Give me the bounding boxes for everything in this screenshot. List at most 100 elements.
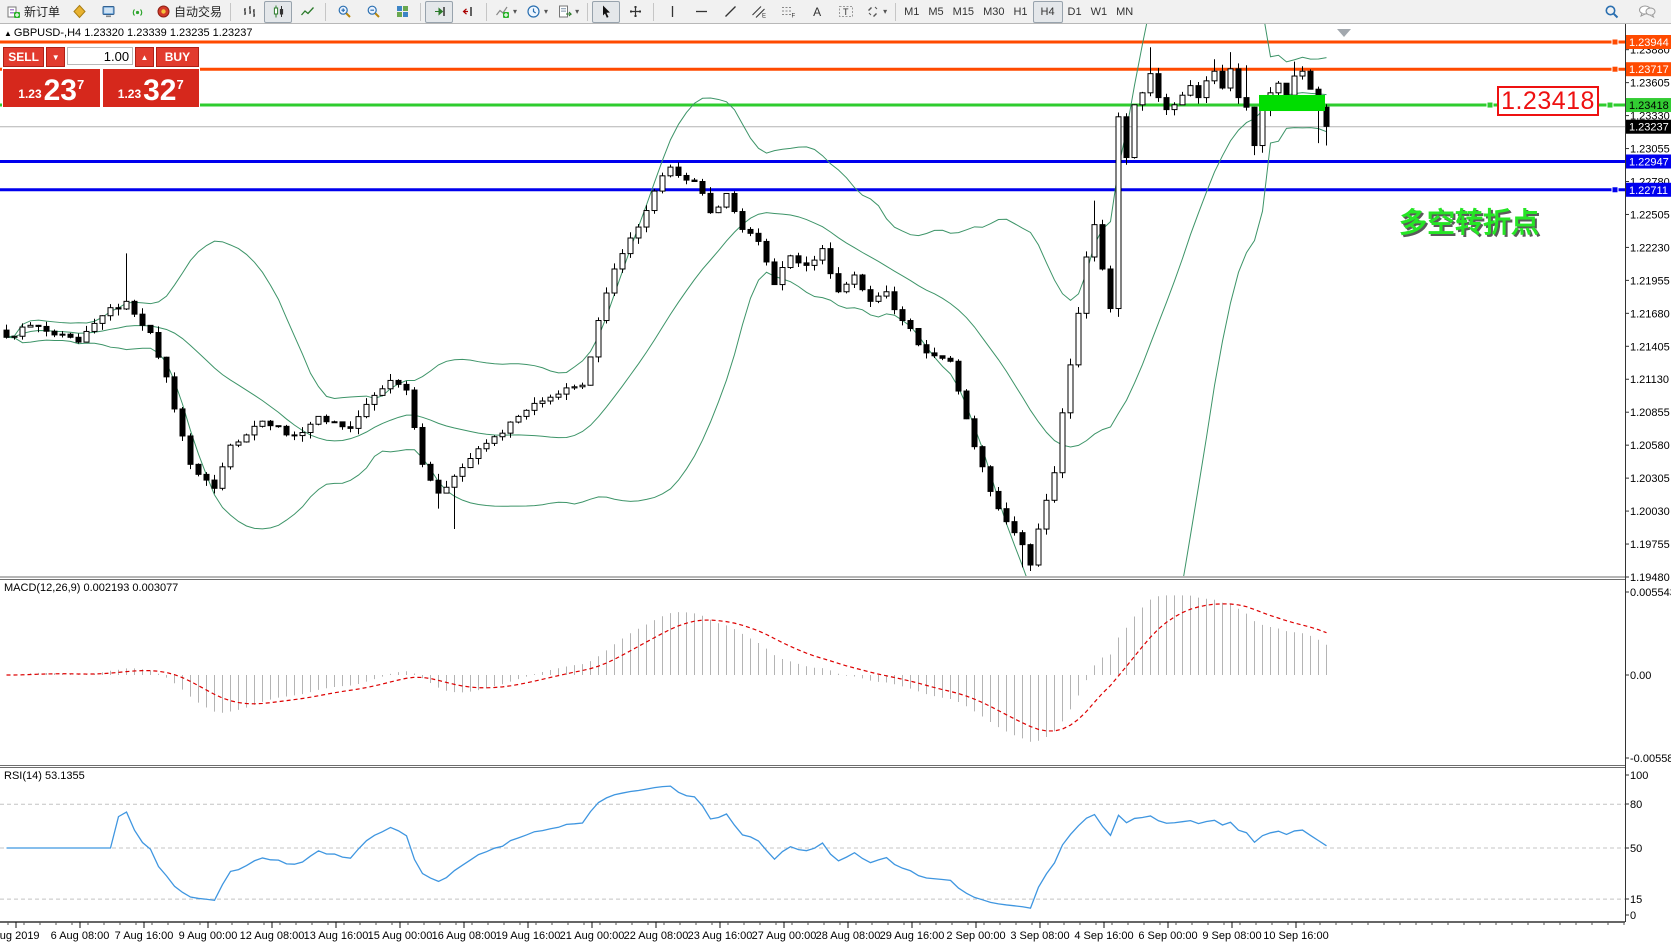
svg-text:1.21955: 1.21955 (1630, 275, 1670, 287)
terminal-icon (102, 6, 115, 18)
crosshair-icon (629, 6, 641, 17)
svg-text:0: 0 (1630, 910, 1636, 922)
svg-text:1.23330: 1.23330 (1630, 111, 1670, 123)
timeframe-m5-button[interactable]: M5 (928, 5, 944, 18)
zoom-out-button[interactable] (359, 1, 387, 23)
chart-shift-icon (462, 7, 472, 16)
rsi-line (6, 785, 1327, 909)
svg-text:6 Sep 00:00: 6 Sep 00:00 (1138, 930, 1197, 942)
terminal-button[interactable] (94, 1, 122, 23)
svg-text:1.21130: 1.21130 (1630, 374, 1669, 386)
indicators-button[interactable]: ▾ (491, 1, 521, 23)
chat-icon (1639, 5, 1656, 19)
chevron-down-icon: ▾ (883, 7, 888, 16)
chat-button[interactable] (1633, 1, 1661, 23)
sell-price-pip: 7 (77, 77, 85, 92)
svg-text:1.23944: 1.23944 (1629, 37, 1669, 49)
bar-chart-mode-button[interactable] (235, 1, 263, 23)
svg-text:1.23237: 1.23237 (1629, 122, 1669, 134)
new-order-button[interactable]: 新订单 (2, 1, 64, 23)
cursor-icon (602, 5, 610, 18)
macd-indicator-label: MACD(12,26,9) 0.002193 0.003077 (4, 582, 179, 594)
tile-windows-button[interactable] (388, 1, 416, 23)
vertical-line-icon (671, 6, 673, 17)
svg-text:21 Aug 00:00: 21 Aug 00:00 (560, 930, 625, 942)
timeframe-h4-button[interactable]: H4 (1032, 0, 1063, 23)
timeframe-mn-button[interactable]: MN (1116, 5, 1134, 18)
main-chart-panel (0, 24, 1625, 576)
svg-text:15: 15 (1630, 894, 1642, 906)
text-tool-icon: A (813, 4, 822, 19)
svg-text:1.22505: 1.22505 (1630, 209, 1670, 221)
equidistant-channel-icon: E (752, 6, 766, 19)
trendline-tool-button[interactable] (716, 1, 744, 23)
buy-button[interactable]: BUY (155, 47, 199, 67)
svg-text:-0.005583: -0.005583 (1630, 753, 1671, 765)
macd-histogram (14, 595, 1327, 742)
templates-button[interactable]: ▾ (553, 1, 583, 23)
time-axis[interactable]: Aug 2019 6 Aug 08:00 7 Aug 16:00 9 Aug 00:0… (0, 921, 1625, 942)
text-tool-button[interactable]: A (803, 1, 831, 23)
zoom-out-icon (367, 5, 380, 18)
text-label-tool-button[interactable]: T (832, 1, 860, 23)
timeframe-m15-button[interactable]: M15 (952, 5, 975, 18)
svg-text:1.22947: 1.22947 (1629, 156, 1669, 168)
timeframe-w1-button[interactable]: W1 (1090, 5, 1108, 18)
timeframe-h1-button[interactable]: H1 (1013, 5, 1028, 18)
channel-tool-button[interactable]: E (745, 1, 773, 23)
svg-text:15 Aug 00:00: 15 Aug 00:00 (368, 930, 433, 942)
new-order-icon (7, 6, 20, 18)
candlestick-mode-button[interactable] (264, 0, 293, 23)
buy-price-button[interactable]: 1.23 32 7 (102, 69, 199, 107)
line-handle (1611, 38, 1619, 46)
signals-button[interactable] (123, 1, 151, 23)
horizontal-line-tool-button[interactable] (687, 1, 715, 23)
support-price-callout[interactable]: 1.23418 (1497, 86, 1599, 116)
periods-button[interactable]: ▾ (522, 1, 552, 23)
svg-text:1.21680: 1.21680 (1630, 308, 1670, 320)
buy-price-big: 32 (143, 74, 177, 107)
chevron-down-icon: ▾ (513, 7, 518, 16)
macd-panel (6, 595, 1327, 742)
toolbar-separator (587, 2, 589, 21)
bar-chart-icon (243, 6, 255, 17)
auto-scroll-button[interactable] (425, 0, 454, 23)
svg-text:100: 100 (1630, 770, 1648, 782)
template-icon (559, 5, 573, 18)
price-axis[interactable]: 1.238801.236051.233301.230551.227801.225… (1625, 24, 1671, 923)
sell-price-button[interactable]: 1.23 23 7 (3, 69, 100, 107)
timeframe-d1-button[interactable]: D1 (1067, 5, 1082, 18)
chevron-down-icon: ▾ (575, 7, 580, 16)
autotrading-button[interactable]: 自动交易 (152, 1, 226, 23)
sell-button[interactable]: SELL (3, 47, 45, 67)
timeframe-m30-button[interactable]: M30 (983, 5, 1005, 18)
chart-shift-button[interactable] (454, 1, 482, 23)
svg-text:1.23717: 1.23717 (1629, 64, 1669, 76)
crosshair-tool-button[interactable] (621, 1, 649, 23)
timeframe-m1-button[interactable]: M1 (904, 5, 920, 18)
lot-increase-button[interactable]: ▲ (135, 47, 154, 67)
svg-text:16 Aug 08:00: 16 Aug 08:00 (432, 930, 497, 942)
lot-decrease-button[interactable]: ▼ (46, 47, 66, 67)
cursor-tool-button[interactable] (592, 0, 621, 23)
svg-text:22 Aug 08:00: 22 Aug 08:00 (624, 930, 689, 942)
line-chart-mode-button[interactable] (293, 1, 321, 23)
zoom-in-button[interactable] (330, 1, 358, 23)
lot-size-input[interactable] (67, 47, 134, 65)
market-watch-button[interactable] (65, 1, 93, 23)
svg-text:1.23605: 1.23605 (1630, 78, 1670, 90)
toolbar-separator (325, 2, 327, 21)
vertical-line-tool-button[interactable] (658, 1, 686, 23)
new-order-label: 新订单 (24, 5, 61, 19)
arrows-tool-button[interactable]: ▾ (861, 1, 891, 23)
line-chart-icon (300, 7, 314, 16)
gold-seal-icon (72, 4, 86, 19)
zoom-in-icon (338, 5, 351, 18)
toolbar-separator (420, 2, 422, 21)
buy-price-pip: 7 (176, 77, 184, 92)
svg-text:0.00: 0.00 (1630, 670, 1651, 682)
horizontal-lines (0, 40, 1625, 192)
search-button[interactable] (1598, 1, 1626, 23)
fibonacci-tool-button[interactable]: F (774, 1, 802, 23)
